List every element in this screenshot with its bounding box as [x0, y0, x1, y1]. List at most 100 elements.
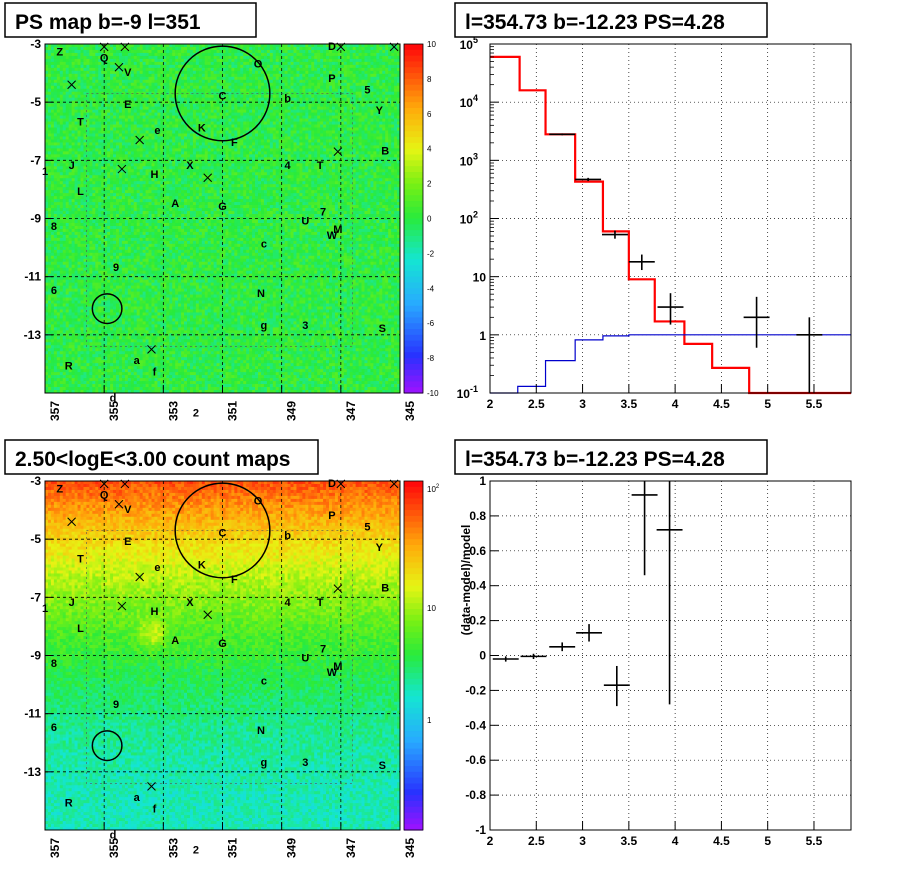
heatmap-cell [382, 92, 385, 95]
heatmap-cell [51, 139, 54, 142]
heatmap-cell [317, 50, 320, 53]
heatmap-cell [258, 157, 261, 160]
heatmap-cell [98, 131, 101, 134]
heatmap-cell [45, 104, 48, 107]
heatmap-cell [296, 139, 299, 142]
heatmap-cell [305, 131, 308, 134]
heatmap-cell [196, 89, 199, 92]
heatmap-cell [172, 122, 175, 125]
heatmap-cell [86, 119, 89, 122]
heatmap-cell [86, 136, 89, 139]
heatmap-cell [267, 148, 270, 151]
heatmap-cell [86, 80, 89, 83]
heatmap-cell [255, 89, 258, 92]
heatmap-cell [214, 113, 217, 116]
heatmap-cell [391, 163, 394, 166]
heatmap-cell [314, 47, 317, 50]
heatmap-cell [181, 71, 184, 74]
heatmap-cell [270, 116, 273, 119]
heatmap-cell [341, 122, 344, 125]
heatmap-cell [314, 119, 317, 122]
heatmap-cell [291, 163, 294, 166]
heatmap-cell [181, 151, 184, 154]
heatmap-cell [107, 160, 110, 163]
heatmap-cell [119, 148, 122, 151]
heatmap-cell [217, 50, 220, 53]
heatmap-cell [63, 163, 66, 166]
heatmap-cell [137, 116, 140, 119]
heatmap-cell [273, 89, 276, 92]
heatmap-cell [163, 65, 166, 68]
heatmap-cell [356, 110, 359, 113]
heatmap-cell [341, 65, 344, 68]
heatmap-cell [228, 89, 231, 92]
heatmap-cell [110, 86, 113, 89]
heatmap-cell [308, 163, 311, 166]
heatmap-cell [54, 160, 57, 163]
heatmap-cell [391, 92, 394, 95]
heatmap-cell [370, 133, 373, 136]
heatmap-cell [323, 50, 326, 53]
heatmap-cell [107, 125, 110, 128]
heatmap-cell [373, 62, 376, 65]
heatmap-cell [267, 151, 270, 154]
heatmap-cell [264, 163, 267, 166]
heatmap-cell [246, 98, 249, 101]
heatmap-cell [388, 136, 391, 139]
heatmap-cell [205, 56, 208, 59]
heatmap-cell [98, 122, 101, 125]
heatmap-cell [110, 125, 113, 128]
heatmap-cell [365, 125, 368, 128]
heatmap-cell [60, 110, 63, 113]
heatmap-cell [89, 166, 92, 169]
heatmap-cell [243, 122, 246, 125]
heatmap-cell [367, 125, 370, 128]
heatmap-cell [128, 83, 131, 86]
heatmap-cell [51, 47, 54, 50]
heatmap-cell [308, 74, 311, 77]
heatmap-cell [350, 50, 353, 53]
heatmap-cell [270, 157, 273, 160]
heatmap-cell [370, 107, 373, 110]
heatmap-cell [190, 77, 193, 80]
heatmap-cell [332, 122, 335, 125]
heatmap-cell [143, 145, 146, 148]
heatmap-cell [249, 50, 252, 53]
heatmap-cell [187, 145, 190, 148]
heatmap-cell [255, 44, 258, 47]
heatmap-cell [184, 50, 187, 53]
heatmap-cell [326, 59, 329, 62]
heatmap-cell [317, 86, 320, 89]
heatmap-cell [143, 65, 146, 68]
heatmap-cell [338, 131, 341, 134]
heatmap-cell [373, 95, 376, 98]
heatmap-cell [296, 50, 299, 53]
heatmap-cell [258, 113, 261, 116]
heatmap-cell [193, 89, 196, 92]
heatmap-cell [54, 65, 57, 68]
heatmap-cell [110, 110, 113, 113]
heatmap-cell [199, 62, 202, 65]
heatmap-cell [178, 163, 181, 166]
heatmap-cell [54, 83, 57, 86]
heatmap-cell [205, 145, 208, 148]
heatmap-cell [149, 59, 152, 62]
heatmap-cell [234, 110, 237, 113]
heatmap-cell [149, 113, 152, 116]
heatmap-cell [231, 50, 234, 53]
heatmap-cell [285, 122, 288, 125]
heatmap-cell [308, 145, 311, 148]
heatmap-cell [270, 122, 273, 125]
heatmap-cell [92, 110, 95, 113]
heatmap-cell [373, 47, 376, 50]
heatmap-cell [356, 50, 359, 53]
heatmap-cell [279, 89, 282, 92]
heatmap-cell [264, 89, 267, 92]
heatmap-cell [344, 83, 347, 86]
heatmap-cell [107, 133, 110, 136]
heatmap-cell [92, 154, 95, 157]
heatmap-cell [344, 148, 347, 151]
heatmap-cell [365, 154, 368, 157]
heatmap-cell [113, 133, 116, 136]
